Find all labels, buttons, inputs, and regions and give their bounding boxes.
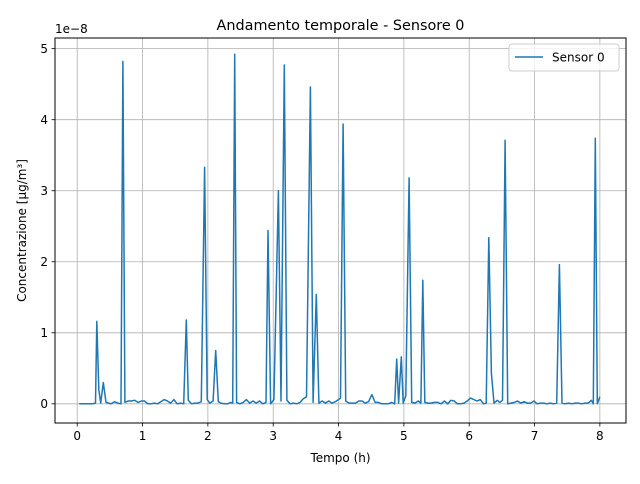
x-tick-label: 0 [73, 429, 81, 443]
x-tick-label: 1 [139, 429, 147, 443]
x-tick-label: 4 [335, 429, 343, 443]
y-tick-label: 0 [40, 397, 48, 411]
y-tick-label: 2 [40, 255, 48, 269]
chart-title: Andamento temporale - Sensore 0 [217, 18, 465, 34]
y-tick-label: 1 [40, 326, 48, 340]
tick-layer: 0 1 2 3 4 5 6 7 8 0 1 2 3 4 5 [40, 42, 603, 443]
legend-box [508, 43, 620, 72]
y-tick-label: 3 [40, 184, 48, 198]
y-tick-label: 5 [40, 42, 48, 56]
y-axis-offset-label: 1e−8 [55, 22, 88, 36]
x-axis-label: Tempo (h) [309, 451, 370, 465]
grid [55, 38, 626, 423]
legend-label: Sensor 0 [552, 51, 605, 65]
y-tick-label: 4 [40, 113, 48, 127]
y-axis-label: Concentrazione [µg/m³] [15, 159, 29, 302]
series-layer [79, 53, 601, 405]
x-tick-label: 8 [596, 429, 604, 443]
legend: Sensor 0 [508, 43, 620, 72]
series-line [79, 53, 601, 405]
x-tick-label: 6 [465, 429, 473, 443]
x-tick-label: 5 [400, 429, 408, 443]
x-tick-label: 2 [204, 429, 212, 443]
x-tick-label: 7 [531, 429, 539, 443]
x-tick-label: 3 [269, 429, 277, 443]
plot-frame [54, 37, 627, 424]
